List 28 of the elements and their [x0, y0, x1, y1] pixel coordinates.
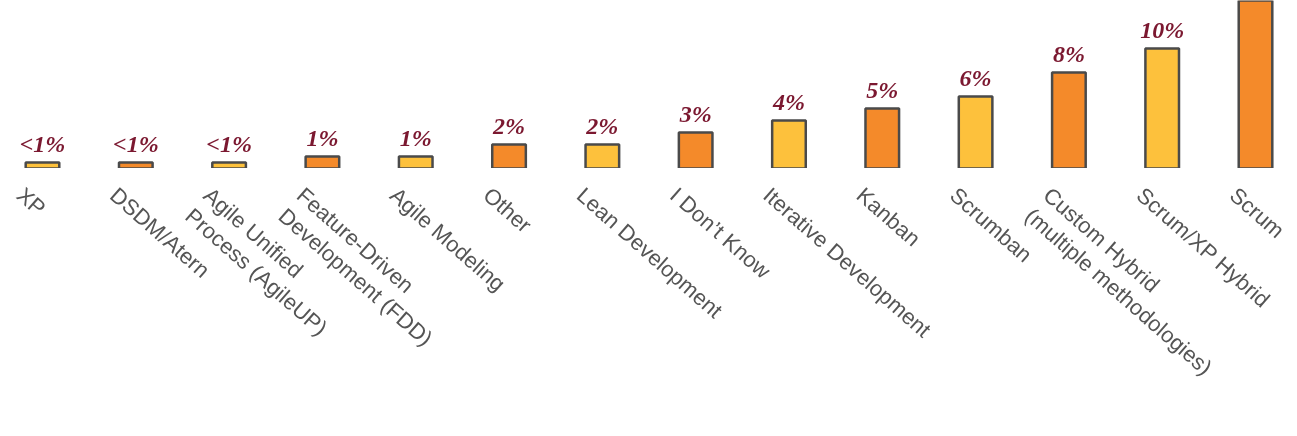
bar [304, 155, 341, 168]
data-label: 4% [771, 88, 805, 115]
data-label: 2% [492, 112, 526, 139]
data-label: 6% [959, 64, 992, 91]
data-label: 5% [866, 76, 899, 103]
data-label: 8% [1052, 40, 1085, 67]
bar [1144, 47, 1181, 168]
data-label: 1% [306, 124, 339, 151]
data-label: 1% [399, 124, 432, 151]
data-label: <1% [206, 130, 252, 157]
bar [677, 131, 714, 168]
bar [584, 143, 621, 168]
bar [24, 161, 61, 168]
bar [1237, 0, 1274, 168]
bar [957, 95, 994, 168]
bar [211, 161, 248, 168]
data-label: <1% [19, 130, 66, 157]
data-label: 10% [1140, 16, 1185, 43]
bar [864, 107, 901, 168]
bar [397, 155, 434, 168]
data-label: 2% [585, 112, 619, 139]
x-tick-label: XP [12, 182, 51, 221]
bar [117, 161, 154, 168]
data-label: 3% [678, 100, 712, 127]
bar [490, 143, 528, 168]
data-label: <1% [112, 130, 159, 157]
bar [770, 119, 808, 168]
bar [1050, 71, 1087, 168]
